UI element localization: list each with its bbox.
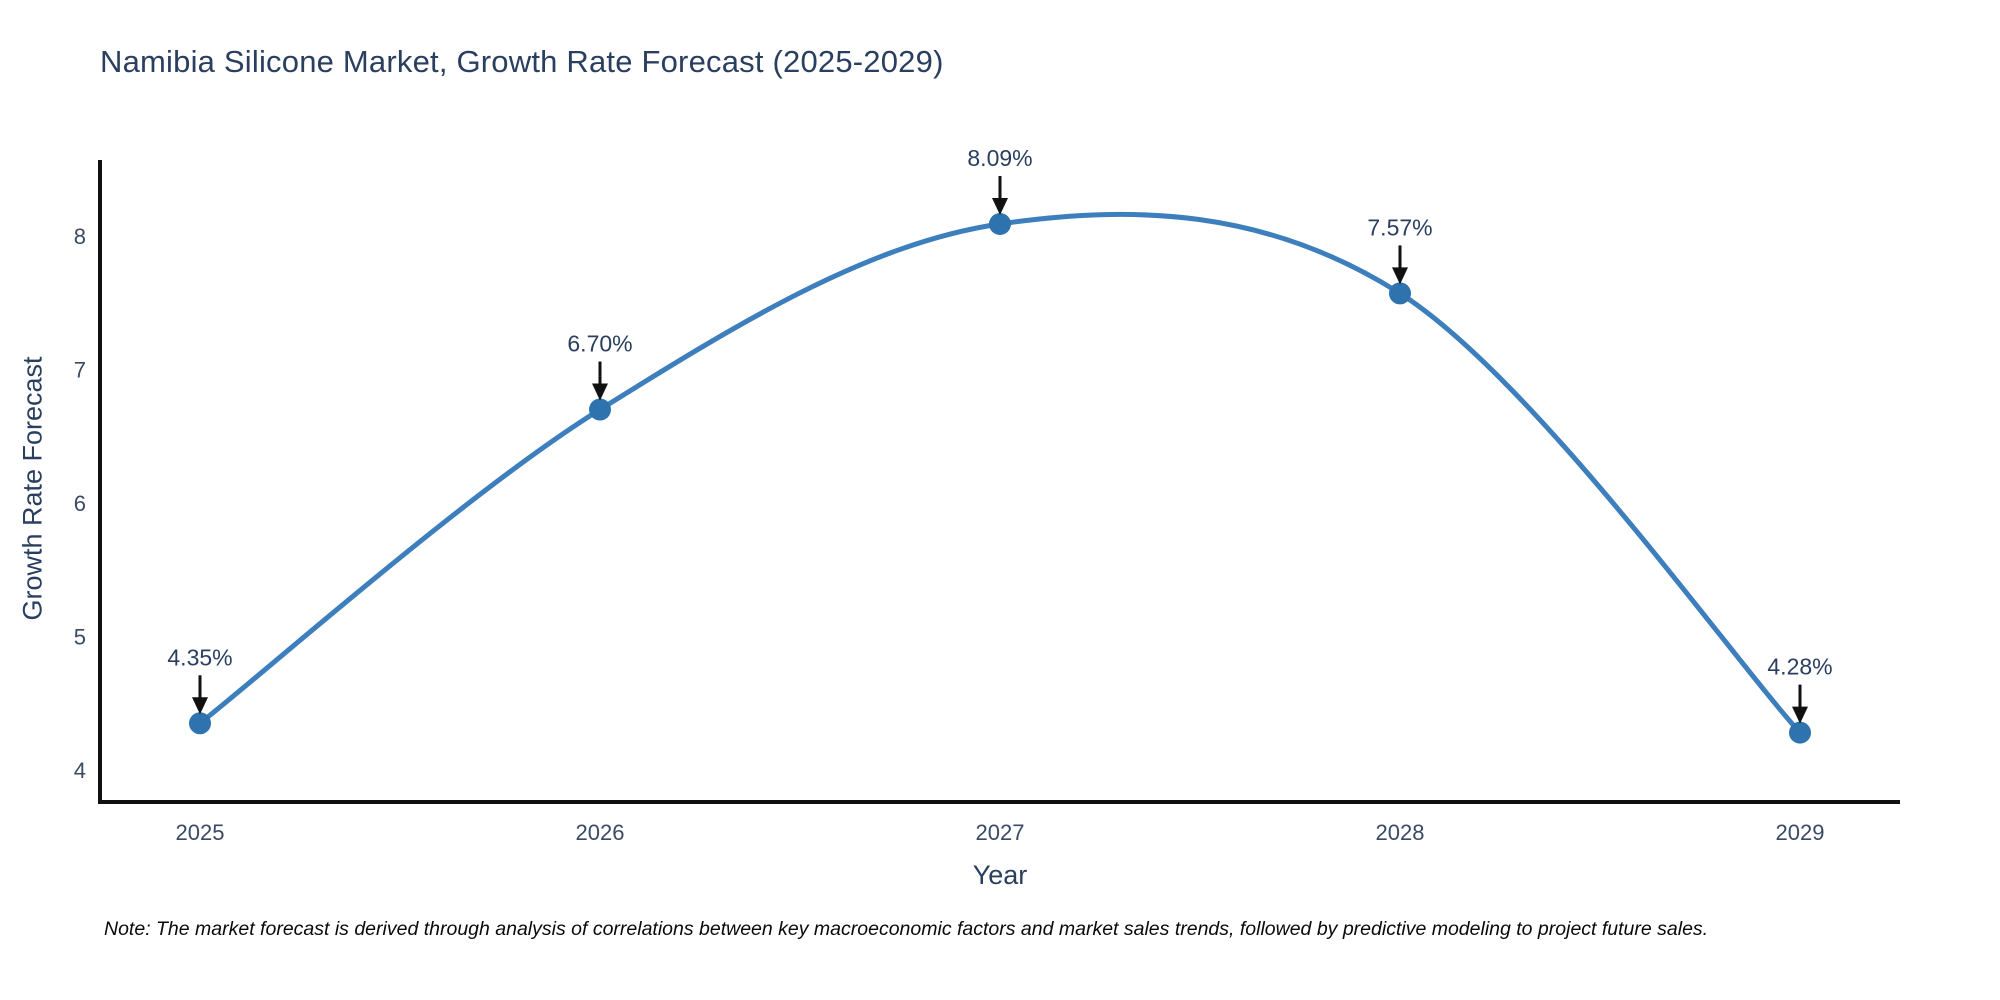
x-tick-label: 2026 [576, 820, 625, 845]
y-tick-label: 4 [74, 758, 86, 783]
y-tick-label: 7 [74, 358, 86, 383]
x-tick-label: 2025 [176, 820, 225, 845]
x-tick-label: 2027 [976, 820, 1025, 845]
x-tick-label: 2029 [1776, 820, 1825, 845]
data-point-label: 4.28% [1767, 654, 1832, 680]
data-point-label: 7.57% [1367, 214, 1432, 240]
forecast-line [197, 211, 1803, 736]
data-point-marker [989, 212, 1011, 235]
data-point-label: 6.70% [567, 331, 632, 357]
annotation-arrowhead-icon [1392, 267, 1408, 285]
y-axis-title: Growth Rate Forecast [17, 356, 48, 621]
data-point-marker [1789, 721, 1811, 744]
annotation-arrowhead-icon [192, 697, 208, 715]
footnote: Note: The market forecast is derived thr… [104, 918, 1709, 940]
y-tick-label: 6 [74, 491, 86, 516]
data-point-marker [189, 712, 211, 735]
annotation-arrowhead-icon [992, 197, 1008, 215]
y-tick-label: 5 [74, 625, 86, 650]
data-point-label: 8.09% [967, 145, 1032, 171]
annotation-arrowhead-icon [592, 383, 608, 401]
data-point-marker [1389, 282, 1411, 305]
annotation-arrowhead-icon [1792, 706, 1808, 724]
chart-title: Namibia Silicone Market, Growth Rate For… [100, 44, 944, 79]
data-point-marker [589, 398, 611, 421]
x-axis-title: Year [972, 860, 1028, 890]
data-point-label: 4.35% [167, 644, 232, 670]
x-tick-label: 2028 [1376, 820, 1425, 845]
y-tick-label: 8 [74, 224, 86, 249]
